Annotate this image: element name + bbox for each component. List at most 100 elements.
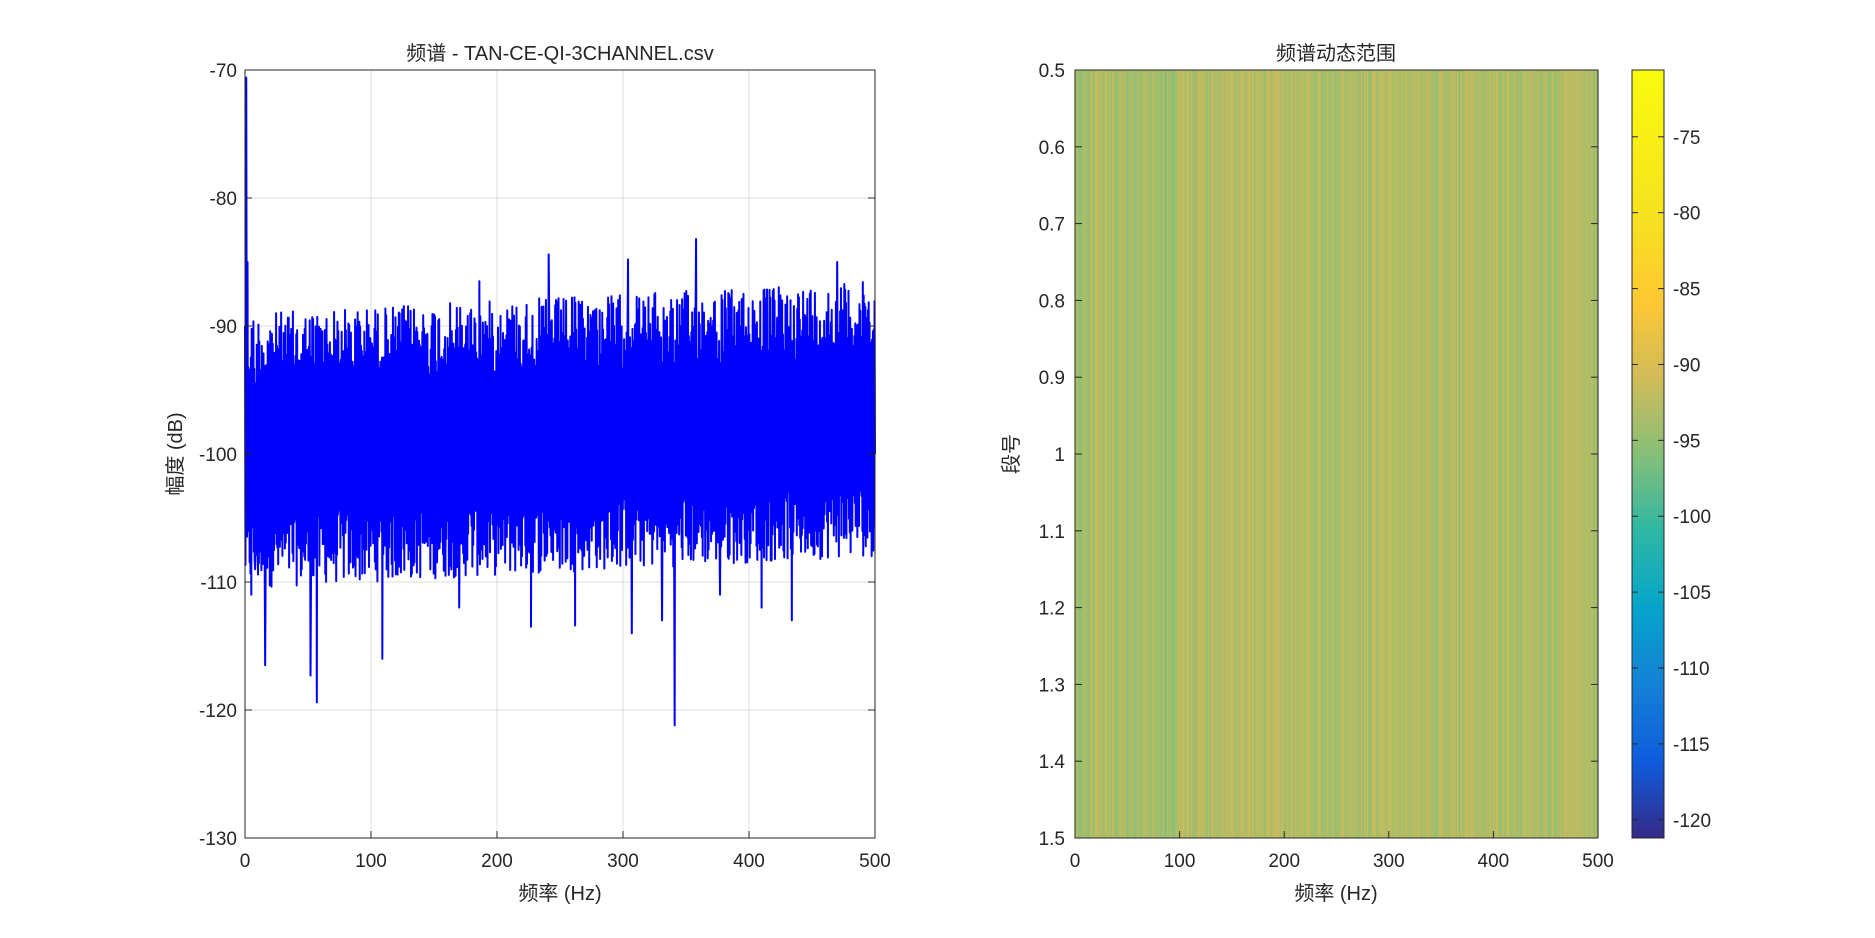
heatmap-cell xyxy=(1355,70,1357,838)
right-y-tick-label: 1.4 xyxy=(1039,752,1066,773)
heatmap-cell xyxy=(1282,70,1284,838)
colorbar: -75 -80 -85 -90 -95 -100 -105 -110 -115 -120 xyxy=(1631,69,1711,839)
heatmap-cell xyxy=(1464,70,1466,838)
heatmap-cell xyxy=(1439,70,1441,838)
heatmap-cell xyxy=(1408,70,1411,838)
colorbar-tick-label: -115 xyxy=(1673,735,1710,756)
heatmap-cell xyxy=(1102,70,1104,838)
heatmap-cell xyxy=(1494,70,1497,838)
heatmap-cell xyxy=(1171,70,1173,838)
right-x-ticks: 0 100 200 300 400 500 xyxy=(1070,831,1614,872)
heatmap-cell xyxy=(1277,70,1280,838)
heatmap-cell xyxy=(1585,70,1588,838)
heatmap-cell xyxy=(1421,70,1423,838)
heatmap-cell xyxy=(1561,70,1564,838)
heatmap-cell xyxy=(1248,70,1251,838)
heatmap-cell xyxy=(1425,70,1428,838)
heatmap-cell xyxy=(1253,70,1256,838)
heatmap-cell xyxy=(1556,70,1558,838)
heatmap-cell xyxy=(1492,70,1494,838)
heatmap-cell xyxy=(1267,70,1270,838)
heatmap-cell xyxy=(1407,70,1410,838)
heatmap-cell xyxy=(1172,70,1174,838)
heatmap-cell xyxy=(1354,70,1356,838)
heatmap-cell xyxy=(1360,70,1363,838)
heatmap-cell xyxy=(1487,70,1489,838)
heatmap-cell xyxy=(1139,70,1142,838)
heatmap-cell xyxy=(1508,70,1510,838)
left-y-tick-label: -130 xyxy=(199,829,237,850)
heatmap-cell xyxy=(1112,70,1115,838)
heatmap-cell xyxy=(1329,70,1331,838)
heatmap-cell xyxy=(1140,70,1143,838)
heatmap-cell xyxy=(1580,70,1582,838)
heatmap-cell xyxy=(1479,70,1482,838)
heatmap-cell xyxy=(1263,70,1265,838)
heatmap-cell xyxy=(1141,70,1144,838)
heatmap-cell xyxy=(1402,70,1405,838)
heatmap-cell xyxy=(1423,70,1425,838)
heatmap-cell xyxy=(1401,70,1403,838)
heatmap-cell xyxy=(1368,70,1371,838)
heatmap-cell xyxy=(1268,70,1271,838)
heatmap-cell xyxy=(1309,70,1311,838)
heatmap-cell xyxy=(1100,70,1102,838)
heatmap-cell xyxy=(1511,70,1513,838)
heatmap-cell xyxy=(1579,70,1581,838)
left-chart-title: 频谱 - TAN-CE-QI-3CHANNEL.csv xyxy=(406,42,713,65)
heatmap-cell xyxy=(1374,70,1376,838)
heatmap-cell xyxy=(1304,70,1306,838)
heatmap-cell xyxy=(1276,70,1279,838)
heatmap-cell xyxy=(1339,70,1342,838)
right-y-tick-label: 0.8 xyxy=(1039,291,1065,312)
heatmap-cell xyxy=(1524,70,1527,838)
heatmap-cell xyxy=(1566,70,1569,838)
heatmap-cell xyxy=(1378,70,1380,838)
heatmap-cell xyxy=(1403,70,1406,838)
heatmap-cell xyxy=(1500,70,1503,838)
right-y-ticks: 0.5 0.6 0.7 0.8 0.9 1 1.1 1.2 1.3 1.4 1.5 xyxy=(1039,61,1598,850)
heatmap-cell xyxy=(1326,70,1328,838)
heatmap-cell xyxy=(1420,70,1422,838)
heatmap-cell xyxy=(1589,70,1592,838)
heatmap-cell xyxy=(1177,70,1180,838)
heatmap-cell xyxy=(1153,70,1156,838)
heatmap-cell xyxy=(1409,70,1412,838)
heatmap-cell xyxy=(1236,70,1238,838)
heatmap-cell xyxy=(1488,70,1490,838)
heatmap-cell xyxy=(1295,70,1298,838)
heatmap-cell xyxy=(1142,70,1145,838)
heatmap-cell xyxy=(1306,70,1308,838)
heatmap-cell xyxy=(1547,70,1550,838)
heatmap-cell xyxy=(1430,70,1433,838)
heatmap-cell xyxy=(1435,70,1438,838)
heatmap-cell xyxy=(1465,70,1467,838)
heatmap-cell xyxy=(1411,70,1414,838)
heatmap-cell xyxy=(1567,70,1570,838)
heatmap-cell xyxy=(1456,70,1459,838)
heatmap-cell xyxy=(1237,70,1239,838)
heatmap-cell xyxy=(1474,70,1477,838)
heatmap-cell xyxy=(1092,70,1095,838)
colorbar-tick-label: -80 xyxy=(1673,204,1700,225)
heatmap-cell xyxy=(1373,70,1375,838)
spectrum-path xyxy=(244,76,876,727)
heatmap-cell xyxy=(1297,70,1300,838)
heatmap-cell xyxy=(1154,70,1157,838)
heatmap-cell xyxy=(1186,70,1189,838)
heatmap-cell xyxy=(1455,70,1458,838)
heatmap-cell xyxy=(1258,70,1260,838)
heatmap-cell xyxy=(1150,70,1152,838)
heatmap-cell xyxy=(1434,70,1437,838)
right-chart-title: 频谱动态范围 xyxy=(1276,42,1396,65)
heatmap-cell xyxy=(1314,70,1317,838)
heatmap-cell xyxy=(1562,70,1565,838)
heatmap-cell xyxy=(1584,70,1587,838)
heatmap-cell xyxy=(1117,70,1120,838)
heatmap-cell xyxy=(1098,70,1100,838)
heatmap-cell xyxy=(1397,70,1399,838)
heatmap-cell xyxy=(1499,70,1502,838)
heatmap-cell xyxy=(1243,70,1246,838)
heatmap-cell xyxy=(1539,70,1542,838)
heatmap-cell xyxy=(1212,70,1214,838)
